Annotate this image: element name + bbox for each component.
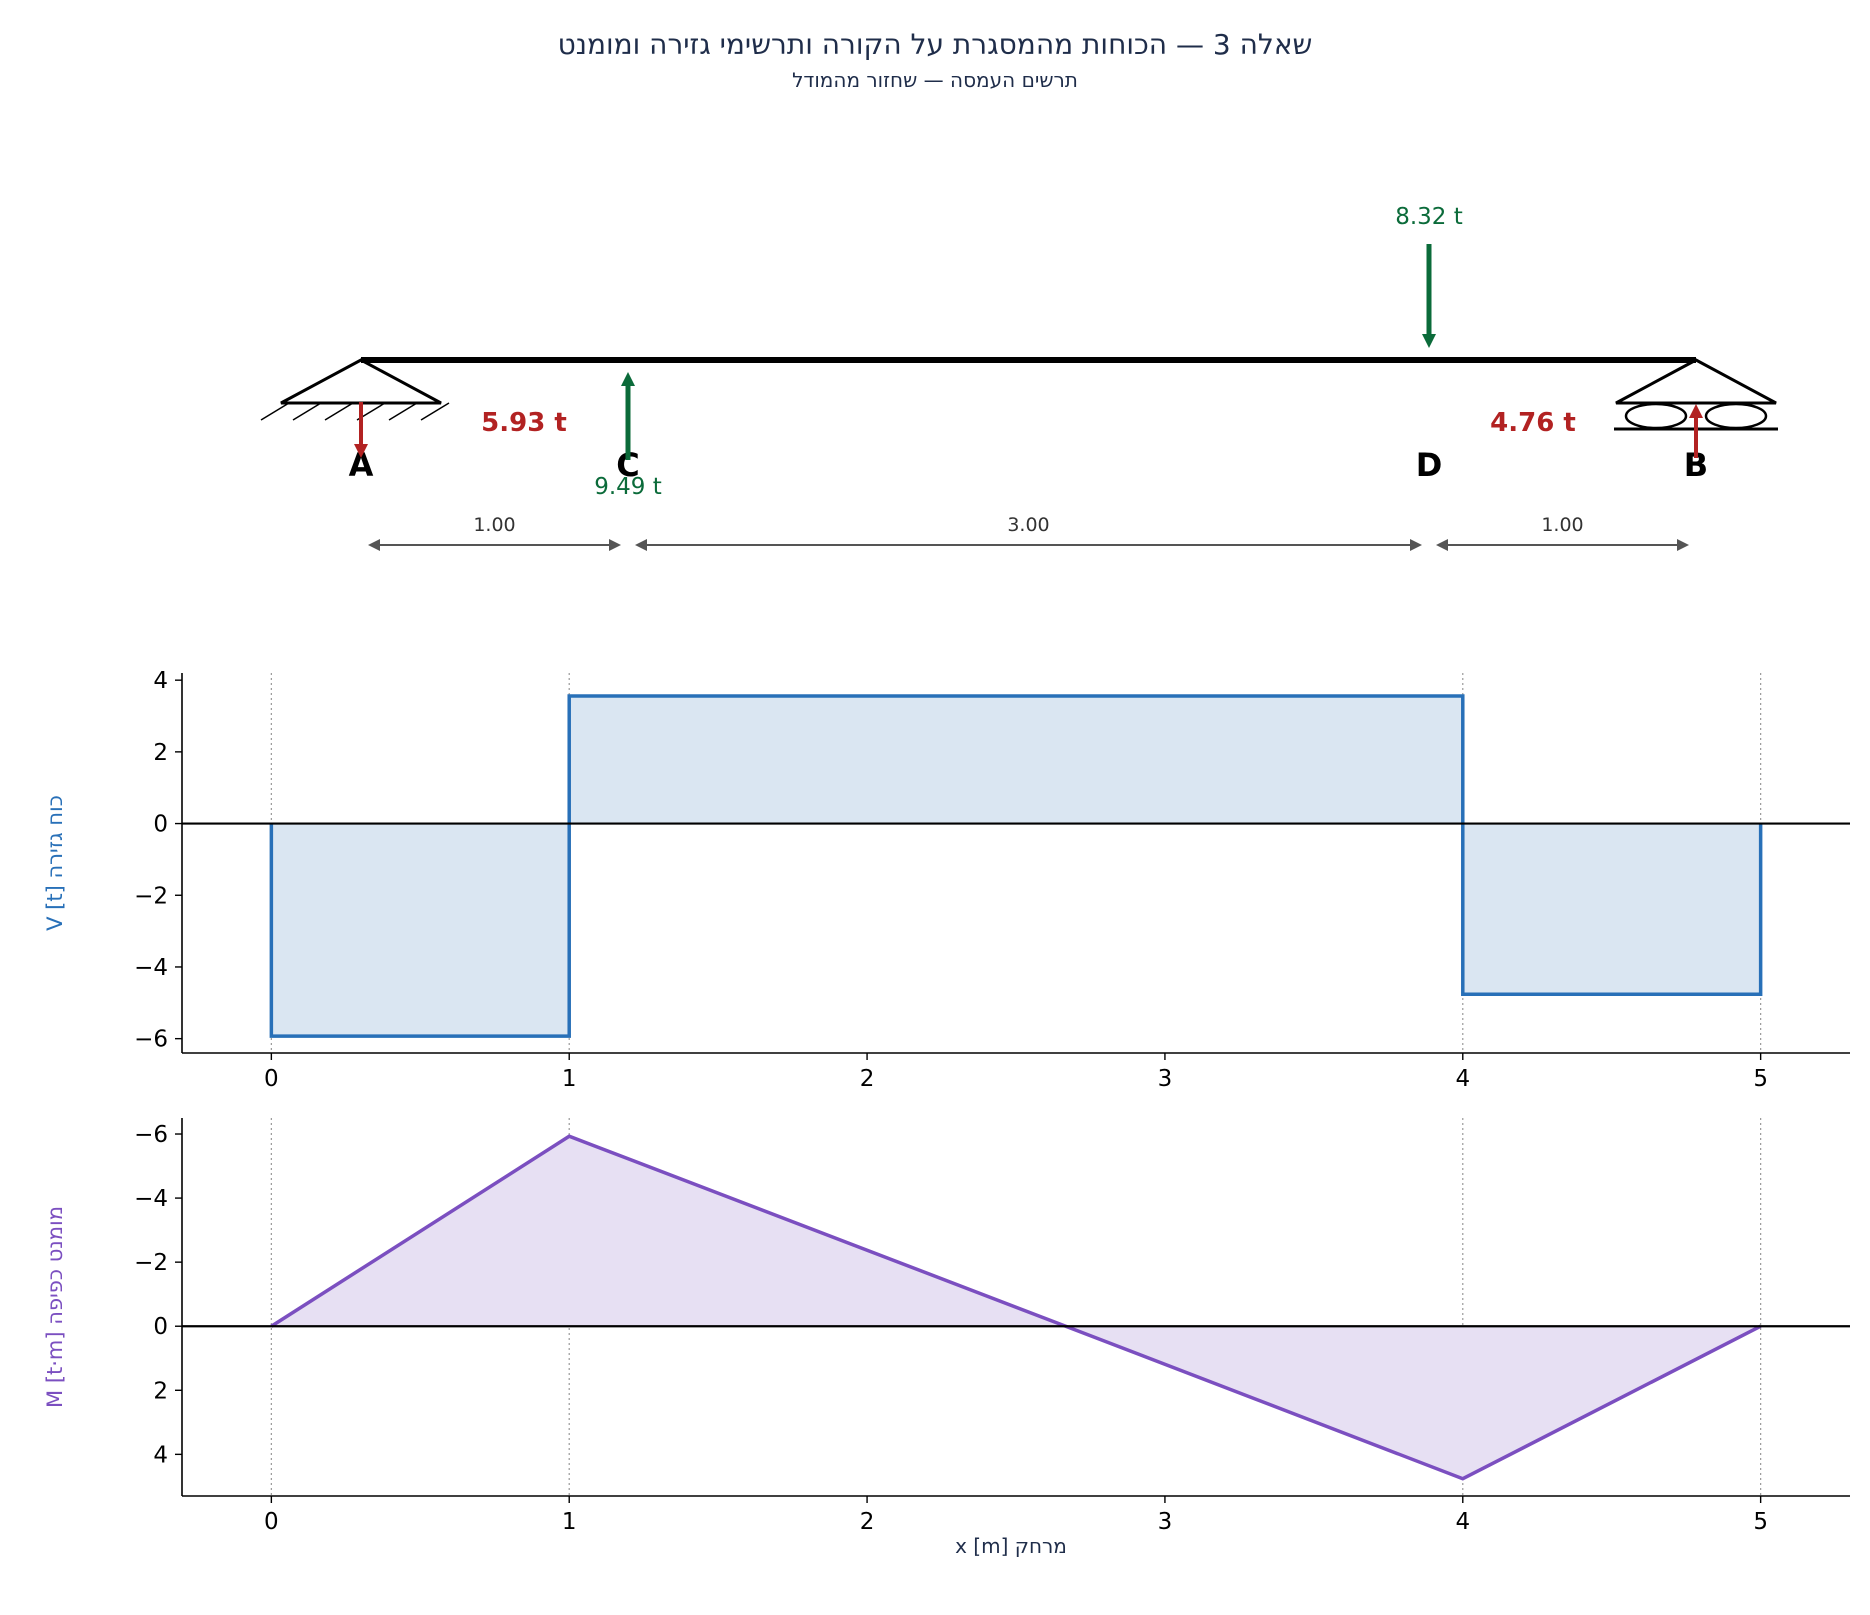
x-axis-label: x [m] מרחק [955,1534,1067,1558]
reaction-label: 5.93 t [481,408,567,438]
y-tick-label: −2 [134,1250,168,1276]
shear-diagram: 0 1 2 3 4 5 4 2 0 −2 −4 −6 V [t] כוח גזירה [43,668,1850,1092]
x-tick-label: 1 [562,1066,577,1092]
pin-hatch [292,402,322,421]
point-label-c: C [616,446,639,484]
x-tick-label: 4 [1455,1509,1470,1535]
dimension-arrowhead [1436,539,1448,551]
x-tick-label: 4 [1455,1066,1470,1092]
roller-wheel-right [1704,402,1768,430]
y-tick-label: −4 [134,955,168,981]
y-tick-label: 0 [153,812,168,838]
y-tick-label: 4 [153,1442,168,1468]
chart-subtitle: תרשים העמסה — שחזור מהמודל [792,68,1078,92]
dimension-arrowhead [1410,539,1422,551]
reaction-arrow-up-head [1689,404,1703,418]
pin-support-a [280,358,442,405]
y-tick-label: −4 [134,1186,168,1212]
load-arrow-down-head [1422,334,1436,348]
pin-hatch [324,402,354,421]
y-tick-label: 4 [153,668,168,694]
x-tick-label: 0 [264,1509,279,1535]
x-tick-label: 0 [264,1066,279,1092]
roller-support-b [1615,358,1777,405]
x-tick-label: 1 [562,1509,577,1535]
load-label: 8.32 t [1395,204,1463,230]
y-tick-label: 2 [153,740,168,766]
y-tick-label: −2 [134,883,168,909]
x-tick-label: 2 [860,1509,875,1535]
y-tick-label: −6 [134,1027,168,1053]
roller-wheel-left [1624,402,1688,430]
pin-hatch [260,402,290,421]
dimension-arrowhead [368,539,380,551]
load-label: 9.49 t [594,474,662,500]
dimension-arrowhead [1677,539,1689,551]
point-label-d: D [1416,446,1443,484]
reaction-label: 4.76 t [1490,408,1576,438]
dimension-arrowhead [635,539,647,551]
shear-ylabel: V [t] כוח גזירה [43,795,67,931]
y-tick-label: −6 [134,1122,168,1148]
x-tick-label: 3 [1158,1066,1173,1092]
dimension-label: 1.00 [473,514,515,536]
moment-ylabel: M [t·m] מומנט כפיפה [43,1206,67,1408]
shear-line [269,694,1763,1038]
y-tick-label: 0 [153,1314,168,1340]
x-tick-label: 5 [1753,1066,1768,1092]
dimension-label: 1.00 [1541,514,1583,536]
loading-diagram: A C D B9.49 t8.32 t5.93 t 4.76 t1.00 3.00 1.00 [260,204,1778,551]
dimension-label: 3.00 [1007,514,1049,536]
reaction-arrow-down-head [354,444,368,458]
moment-diagram: 0 1 2 3 4 5 −6 −4 −2 0 2 4 M [t·m] מומנט כפיפה x [m] … [43,1118,1850,1558]
pin-hatch [388,402,418,421]
x-tick-label: 2 [860,1066,875,1092]
x-tick-label: 3 [1158,1509,1173,1535]
pin-hatch [420,402,450,421]
shear-area [271,695,1761,1037]
chart-title: שאלה 3 — הכוחות מהמסגרת על הקורה ותרשימי… [558,28,1313,61]
x-tick-label: 5 [1753,1509,1768,1535]
load-arrow-up-head [621,372,635,386]
dimension-arrowhead [609,539,621,551]
y-tick-label: 2 [153,1378,168,1404]
